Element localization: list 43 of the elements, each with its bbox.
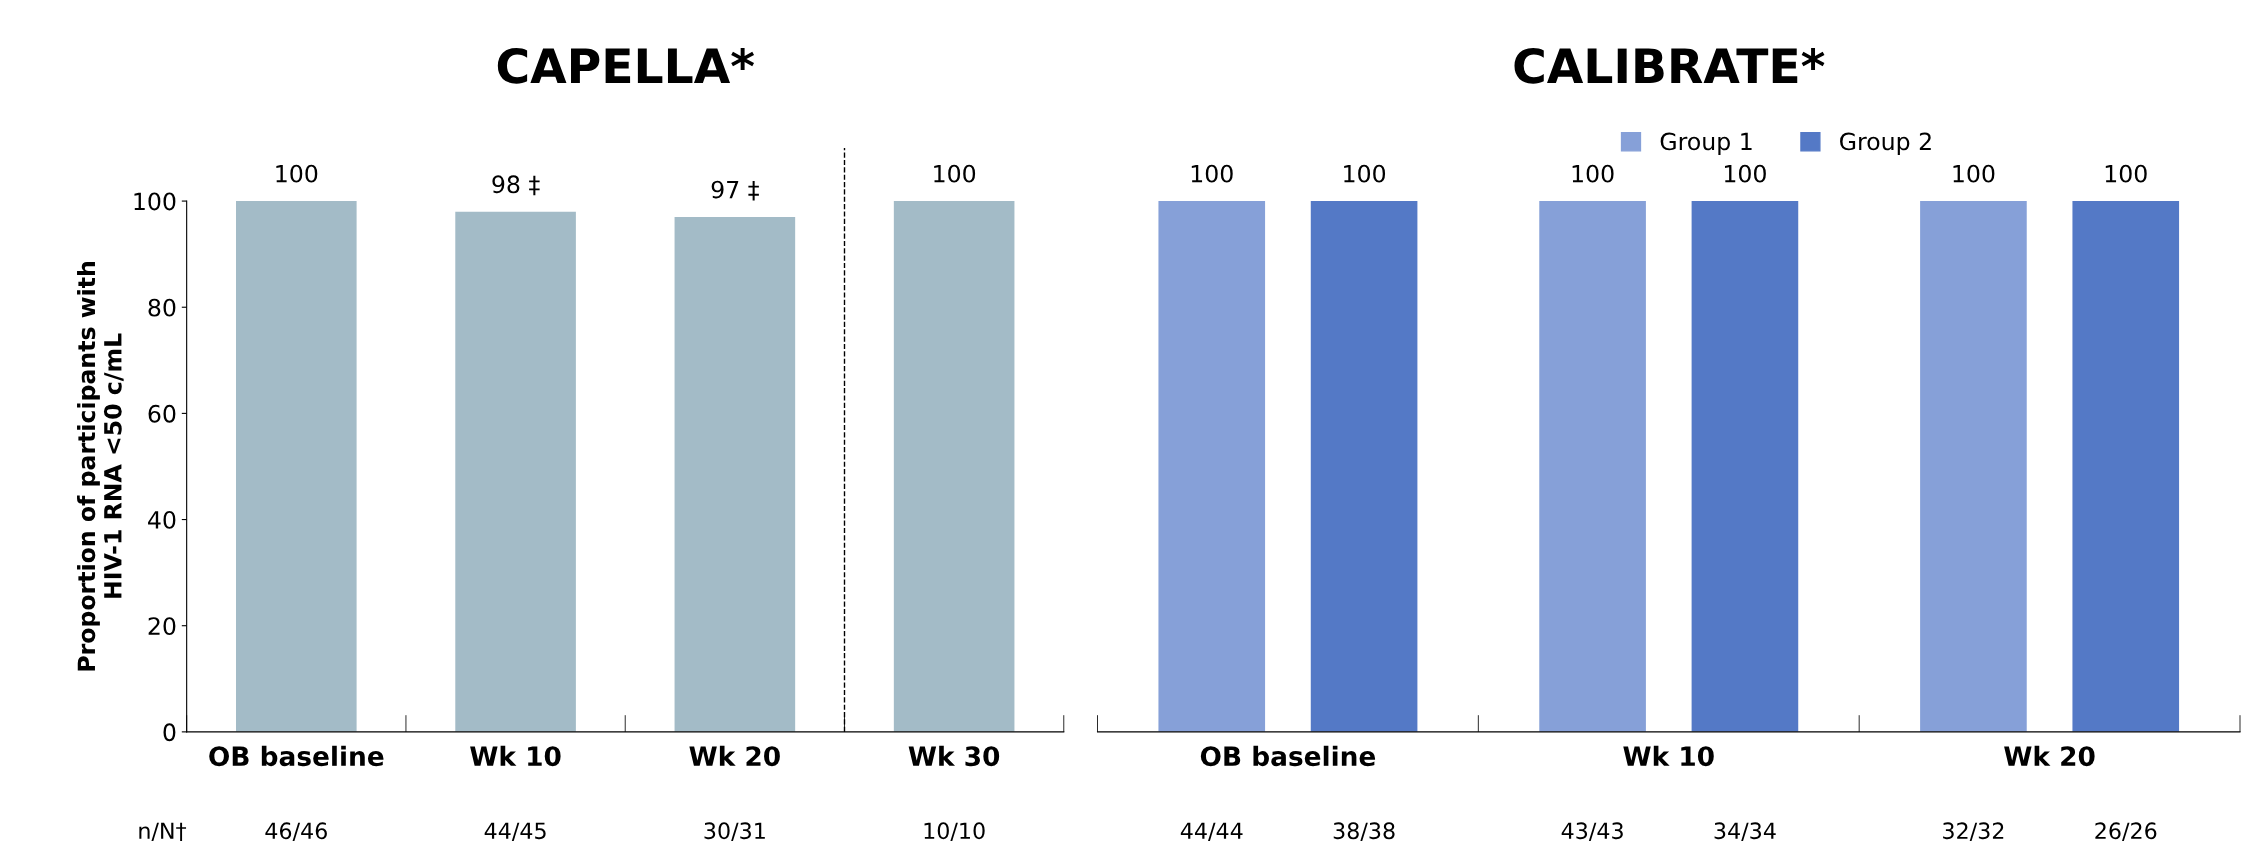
text: 38/38 (1333, 822, 1395, 841)
text: 43/43 (1561, 822, 1623, 841)
bar (455, 211, 576, 732)
text: n/N† (139, 822, 187, 841)
text: 34/34 (1714, 822, 1776, 841)
text: 32/32 (1943, 822, 2004, 841)
data-label: 97 ‡ (711, 180, 759, 201)
data-label: 98 ‡ (492, 175, 540, 196)
chart-title: CAPELLA* (497, 47, 755, 84)
bar (674, 217, 796, 732)
y-axis-title: Proportion of participants with HIV-1 RNA <50 c/mL (77, 262, 124, 671)
data-label: 100 (1572, 164, 1614, 183)
text: 30/31 (704, 822, 765, 841)
y-tick-label: 20 (148, 617, 176, 636)
y-tick-label: 100 (134, 192, 176, 211)
text: 26/26 (2095, 822, 2157, 841)
bar (893, 201, 1015, 732)
x-tick-label: Wk 20 (689, 745, 780, 767)
text: 44/45 (484, 822, 546, 841)
data-label: 100 (1344, 164, 1386, 183)
x-tick-label: Wk 20 (2004, 745, 2095, 767)
data-label: 100 (1191, 164, 1233, 183)
bar (236, 201, 357, 732)
data-label: 100 (1953, 164, 1995, 183)
text: 44/44 (1180, 822, 1243, 841)
data-label: 100 (2105, 164, 2147, 183)
x-tick-label: Wk 30 (908, 745, 1000, 767)
chart-title: CALIBRATE* (1514, 47, 1825, 84)
x-tick-label: Wk 10 (470, 745, 561, 767)
data-label: 100 (1724, 164, 1766, 183)
x-tick-label: OB baseline (209, 745, 384, 767)
legend-label: Group 2 (1840, 132, 1931, 155)
data-label: 100 (276, 164, 318, 183)
text: 46/46 (265, 822, 327, 841)
y-tick-label: 60 (148, 404, 176, 423)
x-tick-label: OB baseline (1200, 745, 1376, 767)
y-tick-label: 80 (148, 298, 176, 317)
data-label: 100 (934, 164, 976, 183)
legend-label: Group 1 (1660, 132, 1752, 155)
y-tick-label: 0 (163, 723, 176, 742)
y-tick-label: 40 (148, 511, 176, 529)
x-tick-label: Wk 10 (1623, 745, 1714, 767)
text: 10/10 (924, 822, 985, 841)
